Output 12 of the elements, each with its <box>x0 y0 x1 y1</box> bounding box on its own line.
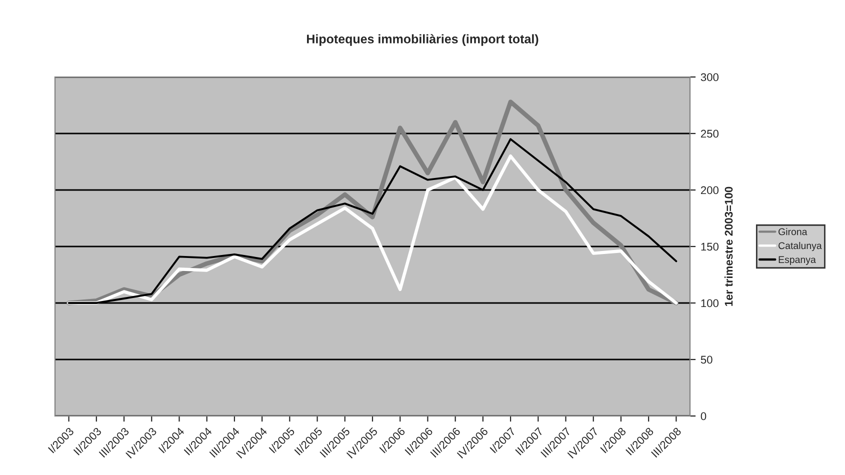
legend-label: Catalunya <box>778 242 822 252</box>
chart-title: Hipoteques immobiliàries (import total) <box>307 34 538 46</box>
y-tick-label: 200 <box>700 186 719 194</box>
y-tick-label: 100 <box>701 299 719 308</box>
y-tick-label: 0 <box>700 412 706 420</box>
y-tick-label: 50 <box>700 356 712 364</box>
y-axis-title: 1er trimestre 2003=100 <box>724 186 733 306</box>
y-tick-label: 150 <box>701 242 719 251</box>
y-tick-label: 250 <box>700 130 719 138</box>
y-tick-label: 300 <box>700 73 719 82</box>
legend-label: Girona <box>778 228 808 236</box>
legend-label: Espanya <box>778 256 816 265</box>
